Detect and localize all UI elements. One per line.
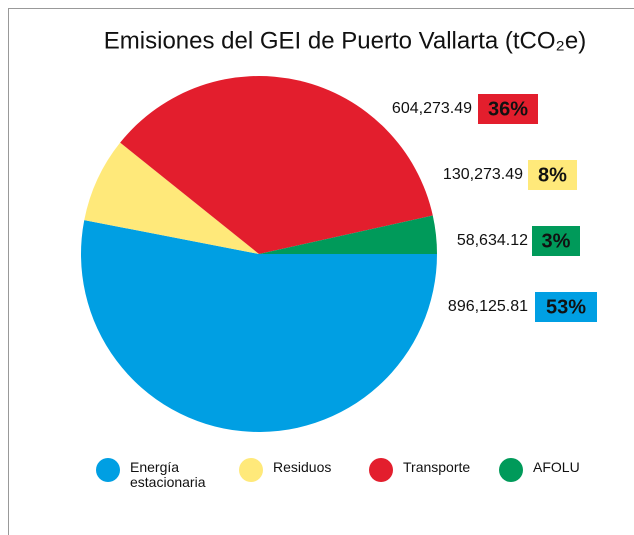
chart-title: Emisiones del GEI de Puerto Vallarta (tC…: [104, 27, 586, 54]
legend-label: Energía estacionaria: [130, 459, 206, 490]
frame: [8, 8, 634, 535]
pie-slice: [84, 142, 260, 254]
pie-slice: [120, 76, 433, 255]
percent-label: 8%: [538, 164, 567, 186]
pie-slice: [259, 215, 437, 254]
pie-slice: [80, 220, 437, 432]
percent-label: 36%: [488, 98, 528, 120]
value-label: 896,125.81: [448, 298, 528, 315]
value-label: 604,273.49: [392, 100, 472, 117]
legend-label: Residuos: [273, 459, 332, 475]
legend-label: AFOLU: [533, 459, 580, 475]
legend-swatch: [499, 458, 523, 482]
legend-label: Transporte: [403, 459, 471, 475]
value-label: 58,634.12: [457, 232, 528, 249]
percent-box: [535, 292, 597, 322]
value-label: 130,273.49: [443, 166, 523, 183]
percent-box: [528, 160, 577, 190]
percent-box: [532, 226, 580, 256]
legend-swatch: [369, 458, 393, 482]
legend-swatch: [96, 458, 120, 482]
percent-box: [478, 94, 538, 124]
legend-swatch: [239, 458, 263, 482]
percent-label: 3%: [542, 230, 571, 252]
percent-label: 53%: [546, 296, 586, 318]
